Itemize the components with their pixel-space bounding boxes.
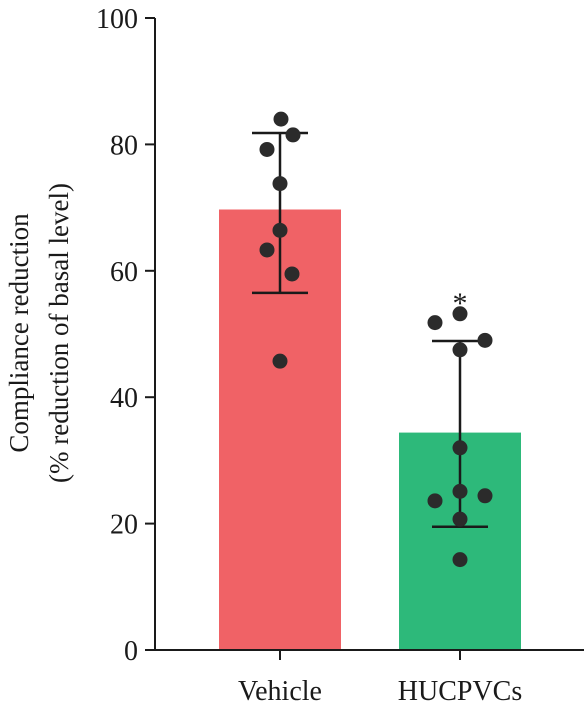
data-point-vehicle-5	[272, 222, 288, 238]
y-tick-label-60: 60	[110, 257, 138, 288]
data-point-vehicle-2	[285, 127, 301, 143]
data-point-hucpvcs-10	[452, 552, 468, 568]
data-points	[259, 111, 493, 568]
y-axis-title-line-2: (% reduction of basal level)	[44, 183, 74, 483]
data-point-hucpvcs-8	[427, 493, 443, 509]
significance-annotations: *	[453, 287, 468, 320]
data-point-hucpvcs-2	[427, 315, 443, 331]
data-point-vehicle-6	[259, 242, 275, 258]
y-tick-label-100: 100	[96, 4, 138, 35]
data-point-vehicle-8	[272, 353, 288, 369]
y-tick-label-0: 0	[124, 636, 138, 667]
data-point-hucpvcs-4	[452, 342, 468, 358]
x-axis: Vehicle HUCPVCs	[155, 649, 584, 707]
data-point-vehicle-3	[259, 141, 275, 157]
data-point-vehicle-4	[272, 176, 288, 192]
data-point-hucpvcs-6	[452, 483, 468, 499]
data-point-hucpvcs-9	[452, 511, 468, 527]
significance-marker-hucpvcs: *	[453, 287, 468, 320]
x-tick-label-vehicle: Vehicle	[238, 676, 322, 707]
data-point-vehicle-7	[284, 266, 300, 282]
y-axis-title: Compliance reduction (% reduction of bas…	[4, 183, 74, 483]
y-tick-label-80: 80	[110, 130, 138, 161]
bars	[219, 209, 521, 650]
data-point-hucpvcs-7	[477, 488, 493, 504]
y-tick-label-40: 40	[110, 383, 138, 414]
y-tick-label-20: 20	[110, 510, 138, 541]
data-point-hucpvcs-1	[452, 306, 468, 322]
data-point-hucpvcs-5	[452, 440, 468, 456]
data-point-hucpvcs-3	[477, 332, 493, 348]
data-point-vehicle-1	[273, 111, 289, 127]
y-axis-title-line-1: Compliance reduction	[4, 213, 34, 453]
y-axis: 0 20 40 60 80 100	[96, 4, 156, 667]
x-tick-label-hucpvcs: HUCPVCs	[398, 676, 522, 707]
